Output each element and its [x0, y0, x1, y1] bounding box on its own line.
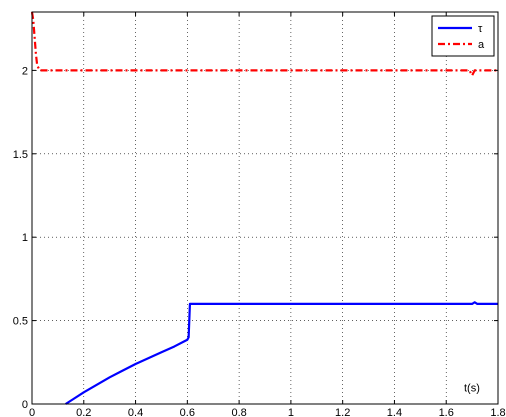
x-tick-label: 1.6: [439, 407, 454, 417]
x-tick-label: 1: [288, 407, 294, 417]
series-line-a: [30, 11, 498, 77]
y-tick-label: 1.5: [13, 149, 28, 161]
legend-label: a: [478, 39, 485, 51]
x-tick-label: 1.8: [490, 407, 505, 417]
y-tick-label: 1: [22, 232, 28, 244]
y-tick-label: 0: [22, 399, 28, 411]
x-tick-label: 0.6: [180, 407, 195, 417]
x-axis-label: t(s): [464, 383, 480, 395]
y-tick-label: 2: [22, 65, 28, 77]
x-tick-label: 1.2: [335, 407, 350, 417]
x-tick-label: 0.4: [128, 407, 143, 417]
series-line-tau: [65, 301, 498, 405]
x-tick-label: 1.4: [387, 407, 402, 417]
series-layer: [30, 11, 498, 405]
legend-label: τ: [478, 23, 483, 35]
x-tick-label: 0: [29, 407, 35, 417]
x-tick-label: 0.8: [231, 407, 246, 417]
ticks: 0 0.2 0.4 0.6 0.8 1 1.2 1.4 1.6 1.8 0 0.5 1 1.5 2: [13, 12, 506, 417]
legend-box: [431, 15, 495, 57]
plot-frame: [31, 11, 499, 405]
x-tick-label: 0.2: [76, 407, 91, 417]
y-tick-label: 0.5: [13, 316, 28, 328]
legend: τa: [431, 15, 495, 57]
